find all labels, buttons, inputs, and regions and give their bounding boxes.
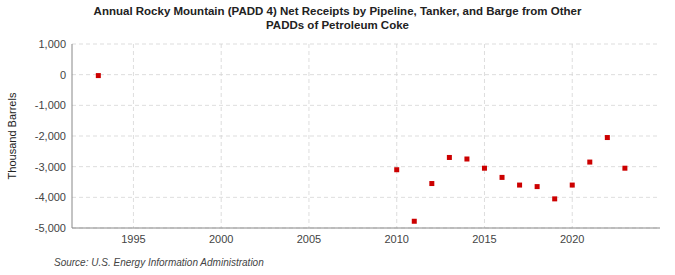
y-axis: [72, 44, 73, 228]
title-line: PADDs of Petroleum Coke: [266, 19, 409, 31]
x-tick-label: 1995: [121, 233, 145, 245]
point: [517, 183, 522, 188]
grid-line-x: [308, 44, 309, 228]
title: Annual Rocky Mountain (PADD 4) Net Recei…: [94, 5, 582, 31]
point: [394, 167, 399, 172]
x-tick-label: 2020: [560, 233, 584, 245]
grid: [72, 44, 660, 228]
point: [412, 219, 417, 224]
chart: Annual Rocky Mountain (PADD 4) Net Recei…: [0, 0, 675, 275]
x-axis: [72, 228, 660, 229]
annotation: Source: U.S. Energy Information Administ…: [54, 257, 264, 268]
point: [622, 166, 627, 171]
grid-line-y: [72, 74, 660, 75]
y-tick-label: -2,000: [35, 130, 66, 142]
y-tick-label: 1,000: [38, 38, 66, 50]
y-axis-label: Thousand Barrels: [6, 92, 18, 179]
point: [464, 157, 469, 162]
point: [552, 196, 557, 201]
point: [587, 160, 592, 165]
point: [500, 175, 505, 180]
grid-line-y: [72, 228, 660, 229]
point: [570, 183, 575, 188]
grid-line-y: [72, 44, 660, 45]
grid-line-x: [133, 44, 134, 228]
y-tick-label: -5,000: [35, 222, 66, 234]
point: [605, 135, 610, 140]
grid-line-x: [484, 44, 485, 228]
x-tick-label: 2005: [297, 233, 321, 245]
grid-line-y: [72, 166, 660, 167]
y-tick-label: -4,000: [35, 191, 66, 203]
point: [447, 155, 452, 160]
x-tick-label: 2000: [209, 233, 233, 245]
point: [96, 73, 101, 78]
grid-line-y: [72, 136, 660, 137]
y-tick-label: -3,000: [35, 161, 66, 173]
grid-line-y: [72, 197, 660, 198]
title-line: Annual Rocky Mountain (PADD 4) Net Recei…: [94, 5, 582, 17]
point: [482, 166, 487, 171]
grid-line-y: [72, 105, 660, 106]
x-tick-label: 2015: [472, 233, 496, 245]
points: [96, 73, 628, 224]
y-tick-label: 0: [60, 69, 66, 81]
point: [429, 181, 434, 186]
x-tick-label: 2010: [384, 233, 408, 245]
tick-labels: 1995 2000 2005 2010 2015 2020 1,000 0 -1,000 -2,0…: [35, 38, 585, 245]
y-tick-label: -1,000: [35, 99, 66, 111]
point: [535, 184, 540, 189]
